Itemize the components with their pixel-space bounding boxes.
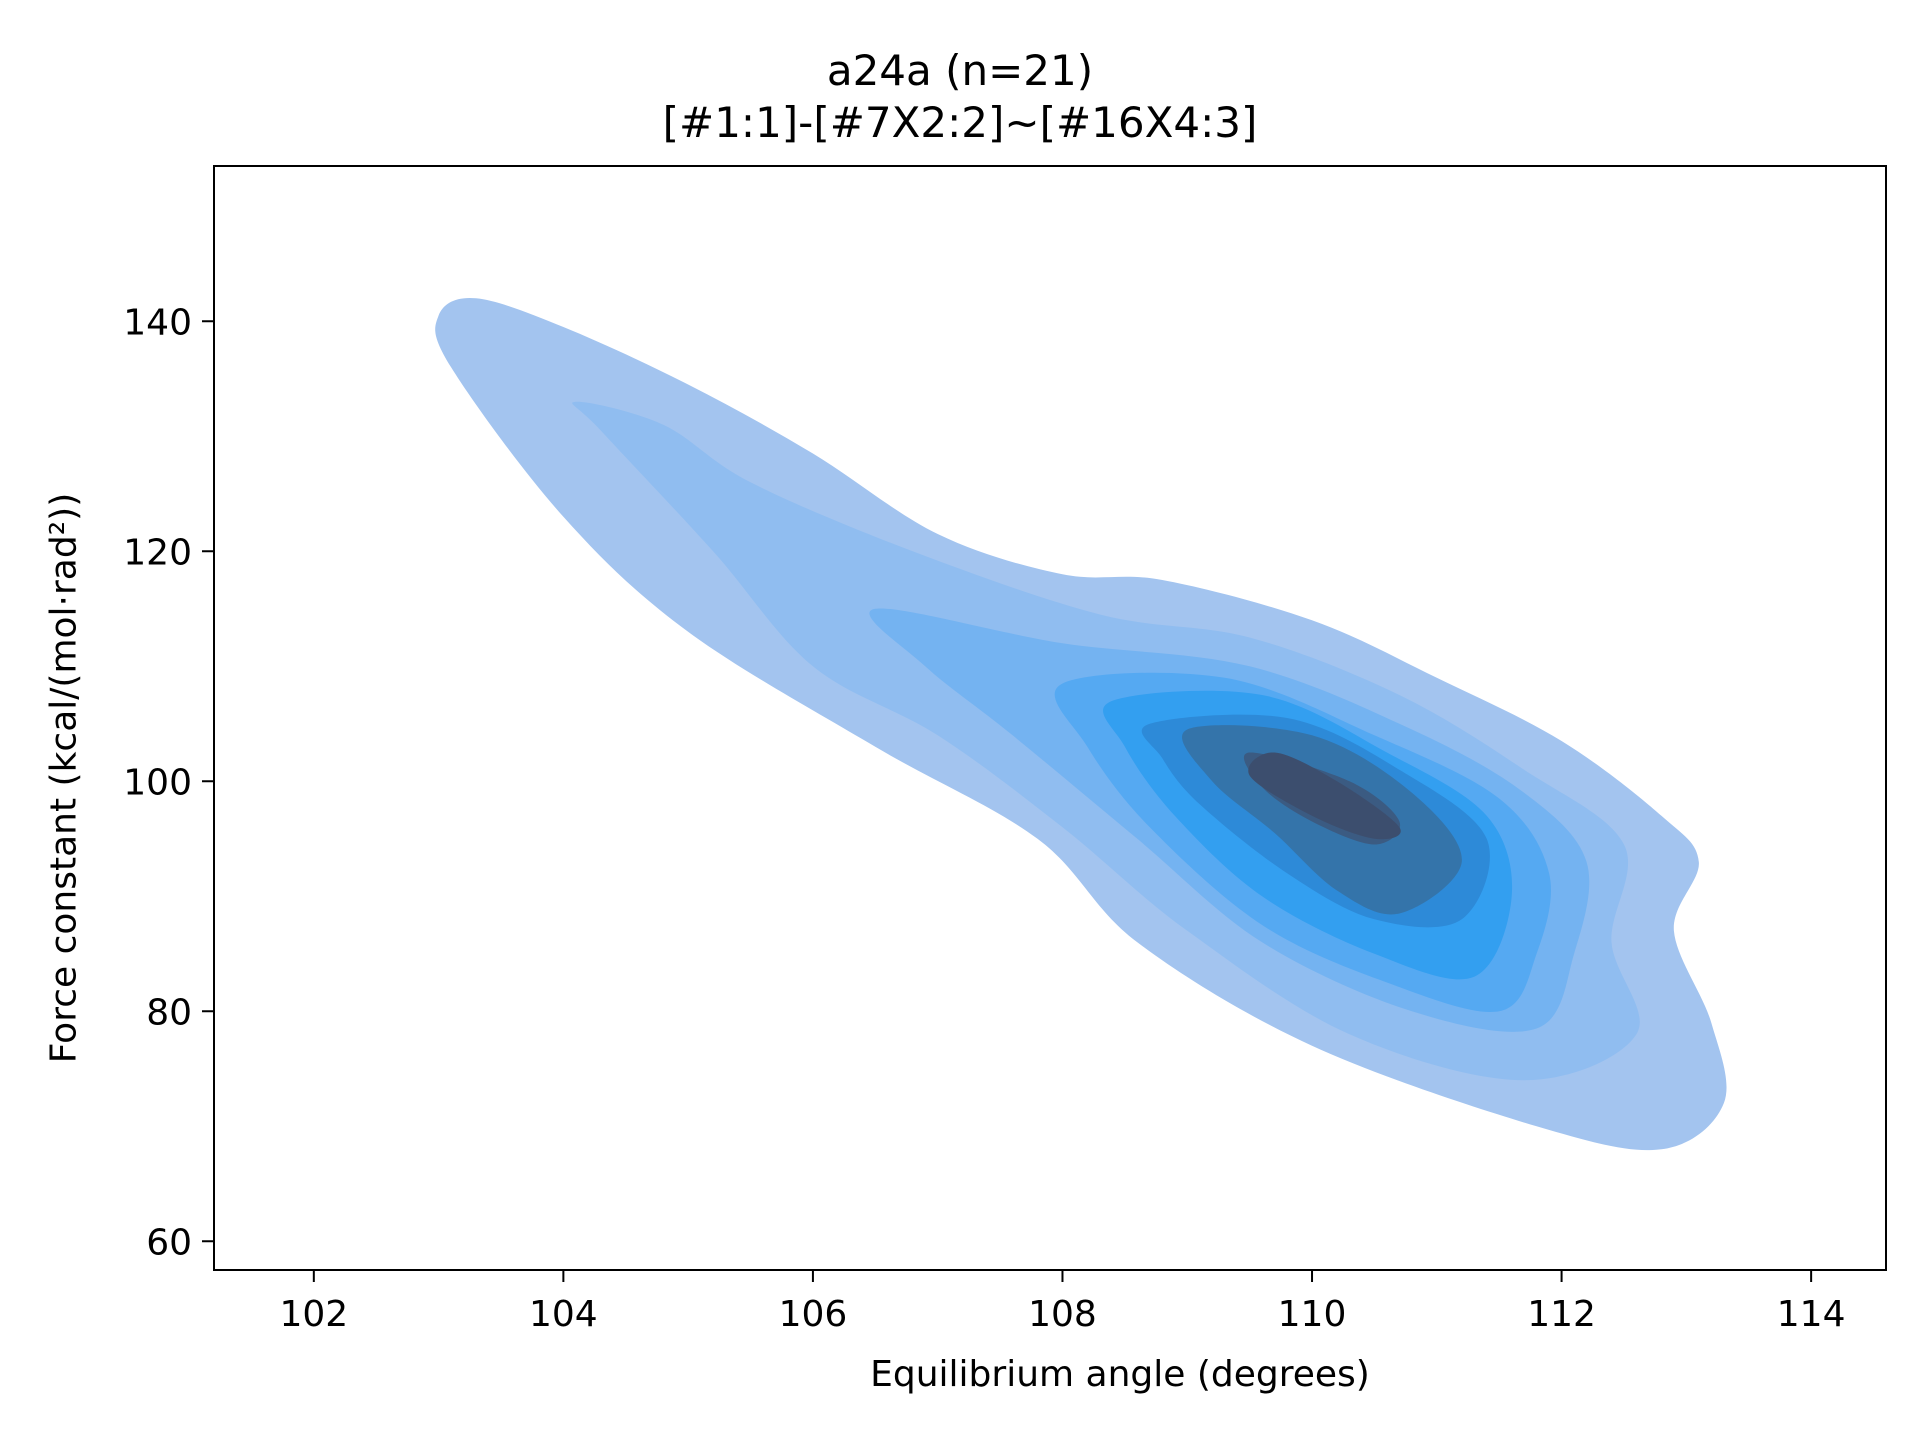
y-tick-label: 140 (123, 302, 192, 343)
x-axis-label: Equilibrium angle (degrees) (870, 1354, 1370, 1395)
contour-layers (435, 297, 1727, 1151)
y-tick-label: 60 (146, 1222, 192, 1263)
x-tick-label: 114 (1777, 1294, 1846, 1335)
chart-title: a24a (n=21) (826, 46, 1094, 95)
y-tick-label: 80 (146, 992, 192, 1033)
y-tick-label: 120 (123, 532, 192, 573)
plot-frame (213, 165, 1887, 1271)
x-tick-label: 104 (529, 1294, 598, 1335)
x-axis-ticks: 102 104 106 108 110 112 114 (279, 1270, 1845, 1335)
x-tick-label: 106 (779, 1294, 848, 1335)
x-tick-label: 112 (1527, 1294, 1596, 1335)
y-axis-label: Force constant (kcal/(mol·rad²)) (43, 492, 85, 1064)
x-tick-label: 108 (1028, 1294, 1097, 1335)
y-tick-label: 100 (123, 762, 192, 803)
y-axis-ticks: 60 80 100 120 140 (123, 302, 214, 1263)
x-tick-label: 110 (1278, 1294, 1347, 1335)
density-contour-level-9 (1248, 752, 1401, 840)
chart-subtitle: [#1:1]-[#7X2:2]~[#16X4:3] (662, 98, 1258, 147)
x-tick-label: 102 (279, 1294, 348, 1335)
